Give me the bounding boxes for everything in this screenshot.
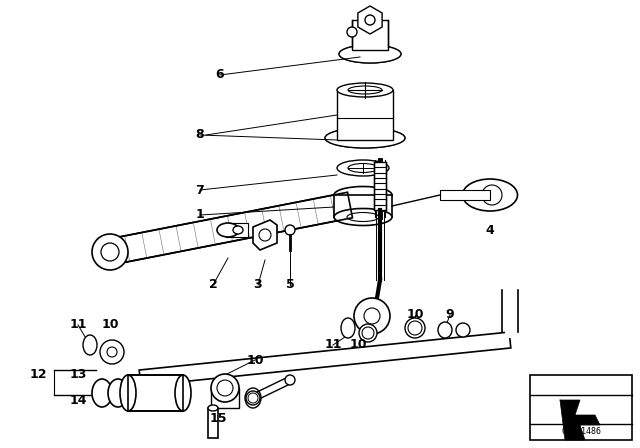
Ellipse shape xyxy=(337,83,393,97)
Ellipse shape xyxy=(334,208,392,225)
Ellipse shape xyxy=(359,324,377,342)
Text: 00151486: 00151486 xyxy=(561,427,601,436)
Ellipse shape xyxy=(438,322,452,338)
Ellipse shape xyxy=(456,323,470,337)
Ellipse shape xyxy=(120,375,136,411)
Text: 7: 7 xyxy=(196,184,204,197)
Circle shape xyxy=(362,327,374,339)
Ellipse shape xyxy=(348,86,382,94)
Polygon shape xyxy=(108,192,353,265)
Text: 13: 13 xyxy=(69,369,86,382)
Polygon shape xyxy=(358,6,382,34)
Circle shape xyxy=(285,375,295,385)
Text: 11: 11 xyxy=(324,339,342,352)
Ellipse shape xyxy=(334,186,392,203)
Ellipse shape xyxy=(325,128,405,148)
Text: 10: 10 xyxy=(101,319,119,332)
Ellipse shape xyxy=(175,375,191,411)
Text: 9: 9 xyxy=(445,309,454,322)
Circle shape xyxy=(217,380,233,396)
Ellipse shape xyxy=(405,318,425,338)
Text: 12: 12 xyxy=(29,369,47,382)
Circle shape xyxy=(347,27,357,37)
Ellipse shape xyxy=(83,335,97,355)
Circle shape xyxy=(248,393,258,403)
Ellipse shape xyxy=(92,379,112,407)
Bar xyxy=(211,388,239,408)
Text: 2: 2 xyxy=(209,279,218,292)
Bar xyxy=(128,375,183,411)
Circle shape xyxy=(482,185,502,205)
Text: 8: 8 xyxy=(196,129,204,142)
Bar xyxy=(128,375,183,411)
Polygon shape xyxy=(253,220,277,250)
Bar xyxy=(226,223,248,237)
Ellipse shape xyxy=(245,388,261,408)
Circle shape xyxy=(259,229,271,241)
Circle shape xyxy=(92,234,128,270)
Circle shape xyxy=(107,347,117,357)
Text: 5: 5 xyxy=(285,279,294,292)
Circle shape xyxy=(100,340,124,364)
Ellipse shape xyxy=(348,164,378,172)
Bar xyxy=(374,162,386,210)
Ellipse shape xyxy=(208,405,218,411)
Circle shape xyxy=(101,243,119,261)
Ellipse shape xyxy=(339,45,401,63)
Text: 3: 3 xyxy=(253,279,262,292)
Ellipse shape xyxy=(217,223,239,237)
Ellipse shape xyxy=(108,379,128,407)
Text: 14: 14 xyxy=(69,393,87,406)
Text: 1: 1 xyxy=(196,208,204,221)
Text: 4: 4 xyxy=(486,224,494,237)
Ellipse shape xyxy=(211,374,239,402)
Bar xyxy=(440,190,490,200)
Ellipse shape xyxy=(347,212,379,221)
Bar xyxy=(337,90,393,140)
Circle shape xyxy=(354,298,390,334)
Ellipse shape xyxy=(341,318,355,338)
Bar xyxy=(352,20,388,50)
Bar xyxy=(334,195,392,217)
Ellipse shape xyxy=(337,160,389,176)
Polygon shape xyxy=(139,332,511,386)
Text: 10: 10 xyxy=(246,353,264,366)
Bar xyxy=(530,375,632,440)
Circle shape xyxy=(246,391,260,405)
Text: 11: 11 xyxy=(69,319,87,332)
Circle shape xyxy=(408,321,422,335)
Bar xyxy=(208,408,218,438)
Polygon shape xyxy=(560,400,600,440)
Text: 6: 6 xyxy=(216,69,224,82)
Circle shape xyxy=(285,225,295,235)
Circle shape xyxy=(365,15,375,25)
Ellipse shape xyxy=(463,179,518,211)
Text: 10: 10 xyxy=(349,339,367,352)
Text: 10: 10 xyxy=(406,309,424,322)
Ellipse shape xyxy=(233,226,243,234)
Circle shape xyxy=(364,308,380,324)
Text: 15: 15 xyxy=(209,412,227,425)
